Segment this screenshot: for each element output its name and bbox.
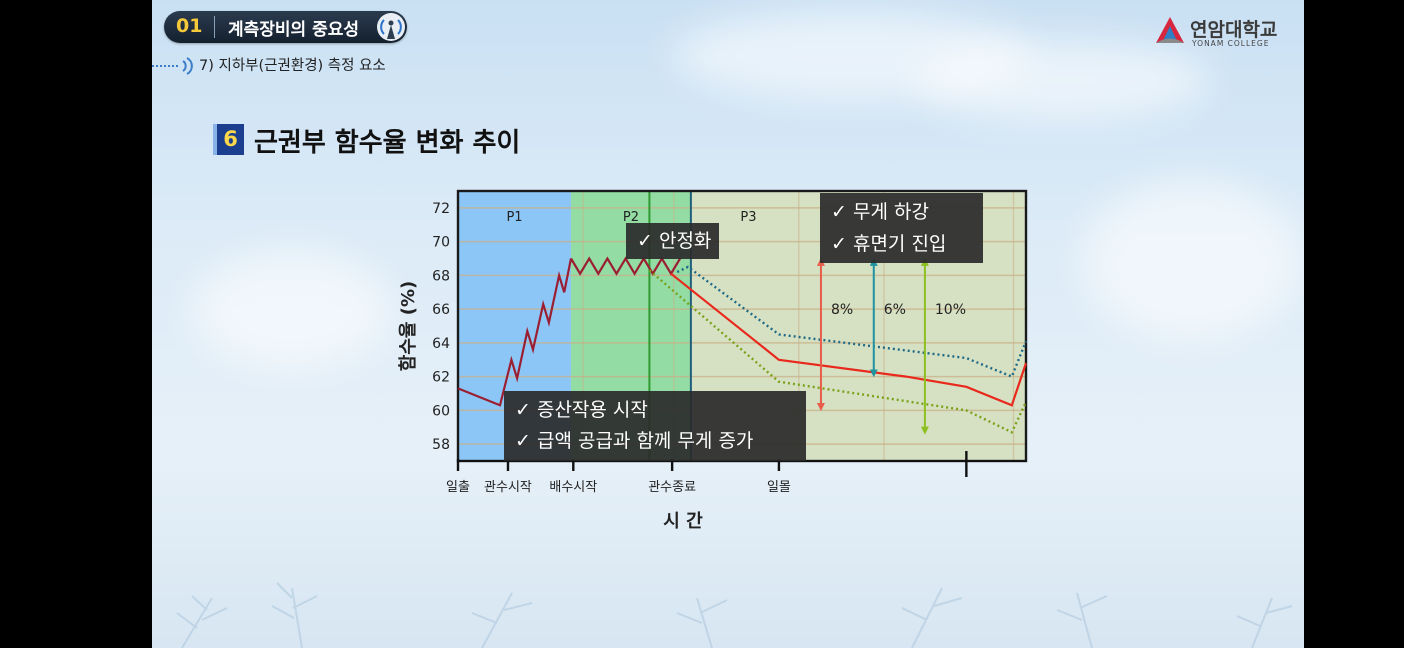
phase-label: P1 bbox=[506, 210, 522, 225]
section-header-bar bbox=[164, 11, 407, 43]
callout-transpiration: ✓ 증산작용 시작 ✓ 급액 공급과 함께 무게 증가 bbox=[504, 391, 806, 461]
difference-label: 8% bbox=[831, 302, 853, 318]
slide: 01 계측장비의 중요성 7) 지하부(근권환경) 측정 요소 연암대학교 YO… bbox=[152, 0, 1304, 648]
x-event-label: 일몰 bbox=[767, 480, 791, 495]
difference-label: 6% bbox=[884, 302, 906, 318]
phase-label: P3 bbox=[740, 210, 756, 225]
y-tick-label: 58 bbox=[432, 437, 450, 453]
logo-name: 연암대학교 bbox=[1190, 19, 1278, 41]
series-line-1 bbox=[457, 258, 573, 407]
callout-weight-drop: ✓ 무게 하강 ✓ 휴면기 진입 bbox=[820, 193, 983, 263]
y-tick-label: 68 bbox=[432, 268, 450, 284]
phase-label: P2 bbox=[623, 210, 639, 225]
y-tick-label: 60 bbox=[432, 403, 450, 419]
section-number: 01 bbox=[176, 15, 203, 37]
section-title: 계측장비의 중요성 bbox=[228, 20, 360, 40]
difference-label: 10% bbox=[935, 302, 966, 318]
subsection-title: 7) 지하부(근권환경) 측정 요소 bbox=[199, 58, 386, 74]
y-tick-label: 66 bbox=[432, 302, 450, 318]
series-line-3 bbox=[670, 272, 1028, 407]
x-event-label: 일출 bbox=[446, 480, 470, 495]
slide-title: 근권부 함수율 변화 추이 bbox=[254, 128, 521, 158]
x-axis-label: 시 간 bbox=[663, 511, 703, 532]
callout-line: ✓ 증산작용 시작 bbox=[515, 399, 648, 421]
y-tick-label: 62 bbox=[432, 370, 450, 386]
callout-line: ✓ 안정화 bbox=[637, 230, 712, 252]
broadcast-icon bbox=[377, 13, 405, 41]
callout-line: ✓ 급액 공급과 함께 무게 증가 bbox=[515, 430, 754, 452]
x-event-label: 배수시작 bbox=[549, 480, 597, 495]
x-event-label: 관수시작 bbox=[484, 480, 532, 495]
signal-dots-icon bbox=[152, 57, 193, 75]
logo-subtitle: YONAM COLLEGE bbox=[1192, 39, 1270, 48]
section-header-divider bbox=[214, 16, 215, 38]
pine-foliage-decoration bbox=[176, 582, 1293, 648]
y-tick-label: 70 bbox=[432, 235, 450, 251]
y-tick-label: 64 bbox=[432, 336, 450, 352]
y-tick-label: 72 bbox=[432, 201, 450, 217]
yonam-logo-icon bbox=[1156, 17, 1184, 43]
x-event-label: 관수종료 bbox=[648, 480, 696, 495]
callout-line: ✓ 휴면기 진입 bbox=[831, 233, 947, 255]
series-line-5 bbox=[648, 269, 1028, 434]
callout-stabilization: ✓ 안정화 bbox=[626, 223, 719, 259]
callout-line: ✓ 무게 하강 bbox=[831, 201, 929, 223]
y-axis-label: 함수율 (%) bbox=[397, 281, 419, 371]
slide-title-badge: 6 bbox=[213, 124, 244, 155]
